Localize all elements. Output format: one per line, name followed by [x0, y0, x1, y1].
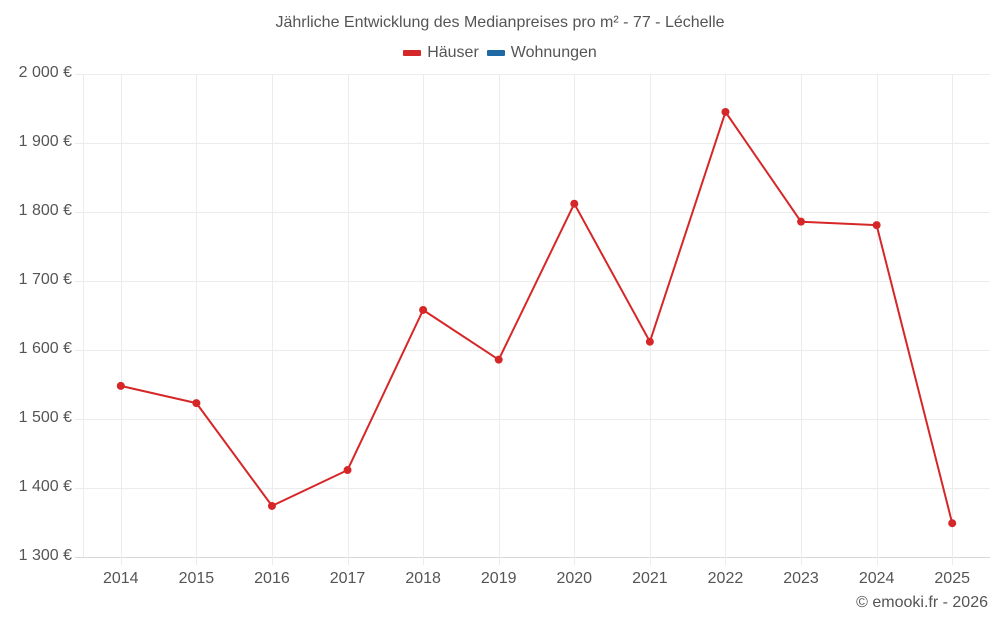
legend-label-haeuser: Häuser — [427, 44, 479, 61]
x-tick-label: 2024 — [858, 570, 895, 587]
y-tick-label: 1 700 € — [18, 271, 72, 288]
data-point[interactable] — [267, 501, 276, 510]
data-point[interactable] — [494, 355, 503, 364]
chart-legend: Häuser Wohnungen — [0, 44, 1000, 62]
data-point[interactable] — [343, 466, 352, 475]
legend-item-haeuser[interactable]: Häuser — [403, 44, 479, 62]
y-tick-label: 1 400 € — [18, 478, 72, 495]
data-point[interactable] — [645, 337, 654, 346]
y-tick-label: 1 300 € — [18, 547, 72, 564]
x-tick-label: 2018 — [405, 570, 441, 587]
legend-label-wohnungen: Wohnungen — [510, 44, 597, 61]
x-tick-label: 2025 — [934, 570, 970, 587]
y-tick-label: 1 500 € — [18, 409, 72, 426]
copyright-credit: © emooki.fr - 2026 — [856, 594, 988, 611]
series-haeuser — [116, 107, 957, 528]
data-point[interactable] — [721, 107, 730, 116]
x-tick-label: 2019 — [480, 570, 517, 587]
data-point[interactable] — [872, 221, 881, 230]
x-tick-label: 2014 — [102, 570, 139, 587]
legend-swatch-haeuser — [403, 50, 422, 56]
x-tick-label: 2020 — [556, 570, 593, 587]
legend-swatch-wohnungen — [486, 50, 505, 56]
y-tick-label: 1 600 € — [18, 340, 72, 357]
x-tick-label: 2016 — [254, 570, 290, 587]
data-point[interactable] — [948, 519, 957, 528]
x-tick-label: 2023 — [783, 570, 819, 587]
x-tick-label: 2021 — [632, 570, 668, 587]
data-point[interactable] — [797, 217, 806, 226]
y-tick-label: 1 800 € — [18, 202, 72, 219]
data-point[interactable] — [419, 305, 428, 314]
x-tick-label: 2015 — [178, 570, 215, 587]
x-tick-label: 2017 — [329, 570, 366, 587]
legend-item-wohnungen[interactable]: Wohnungen — [486, 44, 597, 62]
data-point[interactable] — [570, 199, 579, 208]
x-tick-label: 2022 — [707, 570, 744, 587]
chart-title: Jährliche Entwicklung des Medianpreises … — [275, 14, 725, 31]
gridlines — [75, 74, 990, 565]
data-point[interactable] — [192, 399, 201, 408]
y-tick-label: 2 000 € — [18, 64, 72, 81]
data-point[interactable] — [116, 381, 125, 390]
y-tick-label: 1 900 € — [18, 133, 72, 150]
